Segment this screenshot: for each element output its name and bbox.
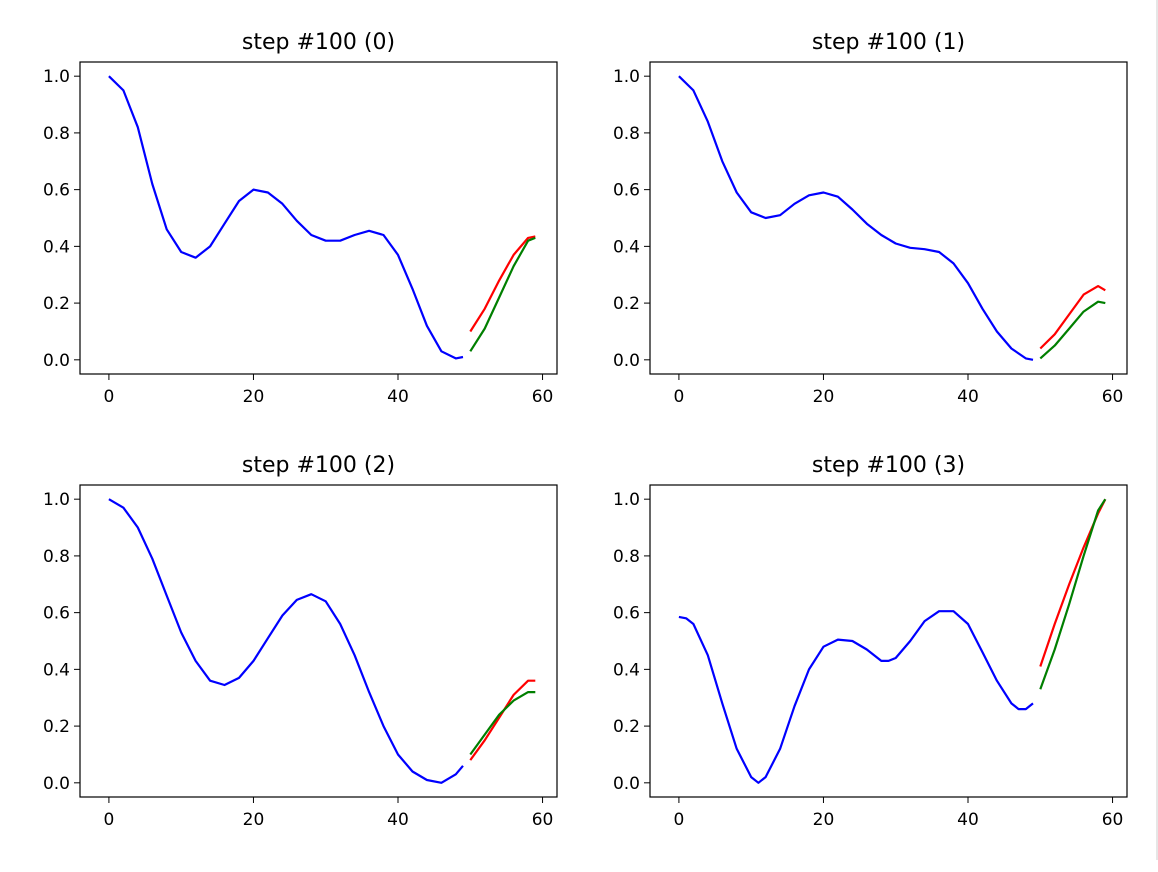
y-tick-label: 0.0 bbox=[613, 774, 640, 794]
subplot-title: step #100 (0) bbox=[242, 30, 395, 55]
x-tick-label: 20 bbox=[813, 387, 835, 407]
y-tick-label: 0.2 bbox=[613, 294, 640, 314]
x-tick-label: 40 bbox=[387, 810, 409, 830]
x-tick-label: 60 bbox=[532, 810, 554, 830]
y-tick-label: 0.4 bbox=[613, 660, 640, 680]
x-tick-label: 0 bbox=[103, 387, 114, 407]
y-tick-label: 0.4 bbox=[43, 237, 70, 257]
series-line-2 bbox=[1039, 300, 1106, 360]
series-line-2 bbox=[469, 236, 536, 352]
subplot-title: step #100 (1) bbox=[812, 30, 965, 55]
y-tick-label: 0.4 bbox=[43, 660, 70, 680]
axes-frame bbox=[79, 61, 558, 375]
subplot-title: step #100 (2) bbox=[242, 453, 395, 478]
y-tick-label: 0.0 bbox=[43, 774, 70, 794]
series-line-0 bbox=[678, 75, 1034, 361]
y-tick-label: 0.2 bbox=[43, 717, 70, 737]
y-tick-label: 1.0 bbox=[613, 67, 640, 87]
axes-frame bbox=[649, 61, 1128, 375]
y-tick-label: 0.8 bbox=[43, 547, 70, 567]
x-tick-label: 20 bbox=[243, 387, 265, 407]
x-tick-label: 0 bbox=[673, 810, 684, 830]
y-tick-label: 0.8 bbox=[43, 124, 70, 144]
y-tick-label: 1.0 bbox=[43, 490, 70, 510]
x-tick-label: 40 bbox=[387, 387, 409, 407]
y-tick-label: 1.0 bbox=[43, 67, 70, 87]
x-tick-label: 60 bbox=[1102, 387, 1124, 407]
y-tick-label: 0.8 bbox=[613, 547, 640, 567]
series-line-1 bbox=[1039, 498, 1107, 667]
y-tick-label: 0.6 bbox=[613, 181, 640, 201]
x-tick-label: 40 bbox=[957, 810, 979, 830]
y-tick-label: 0.8 bbox=[613, 124, 640, 144]
axes-frame bbox=[649, 484, 1128, 798]
y-tick-label: 1.0 bbox=[613, 490, 640, 510]
y-tick-label: 0.6 bbox=[43, 181, 70, 201]
x-tick-label: 40 bbox=[957, 387, 979, 407]
y-tick-label: 0.6 bbox=[613, 604, 640, 624]
y-tick-label: 0.4 bbox=[613, 237, 640, 257]
y-tick-label: 0.0 bbox=[613, 351, 640, 371]
subplot-1: step #100 (1) 0 20 40 60 0.0 0.2 0.4 0.6 0.8 1.0 bbox=[613, 30, 1128, 407]
series-line-0 bbox=[678, 610, 1034, 784]
subplot-0: step #100 (0) 0 20 40 60 0.0 0.2 0.4 0.6 0.8 1.0 bbox=[43, 30, 558, 407]
subplot-3: step #100 (3) 0 20 40 60 0.0 0.2 0.4 0.6 0.8 1.0 bbox=[613, 453, 1128, 830]
x-tick-label: 20 bbox=[243, 810, 265, 830]
scrollbar-strip bbox=[1156, 0, 1158, 860]
series-line-1 bbox=[469, 235, 536, 333]
x-tick-label: 60 bbox=[1102, 810, 1124, 830]
x-tick-label: 60 bbox=[532, 387, 554, 407]
series-line-1 bbox=[1039, 285, 1106, 350]
axes-frame bbox=[79, 484, 558, 798]
x-tick-label: 20 bbox=[813, 810, 835, 830]
y-tick-label: 0.6 bbox=[43, 604, 70, 624]
y-tick-label: 0.2 bbox=[613, 717, 640, 737]
series-line-2 bbox=[1039, 498, 1107, 690]
series-line-0 bbox=[108, 75, 464, 360]
y-tick-label: 0.2 bbox=[43, 294, 70, 314]
series-line-0 bbox=[108, 498, 464, 784]
subplot-title: step #100 (3) bbox=[812, 453, 965, 478]
subplot-2: step #100 (2) 0 20 40 60 0.0 0.2 0.4 0.6 0.8 1.0 bbox=[43, 453, 558, 830]
y-tick-label: 0.0 bbox=[43, 351, 70, 371]
x-tick-label: 0 bbox=[103, 810, 114, 830]
x-tick-label: 0 bbox=[673, 387, 684, 407]
series-line-2 bbox=[469, 691, 536, 756]
